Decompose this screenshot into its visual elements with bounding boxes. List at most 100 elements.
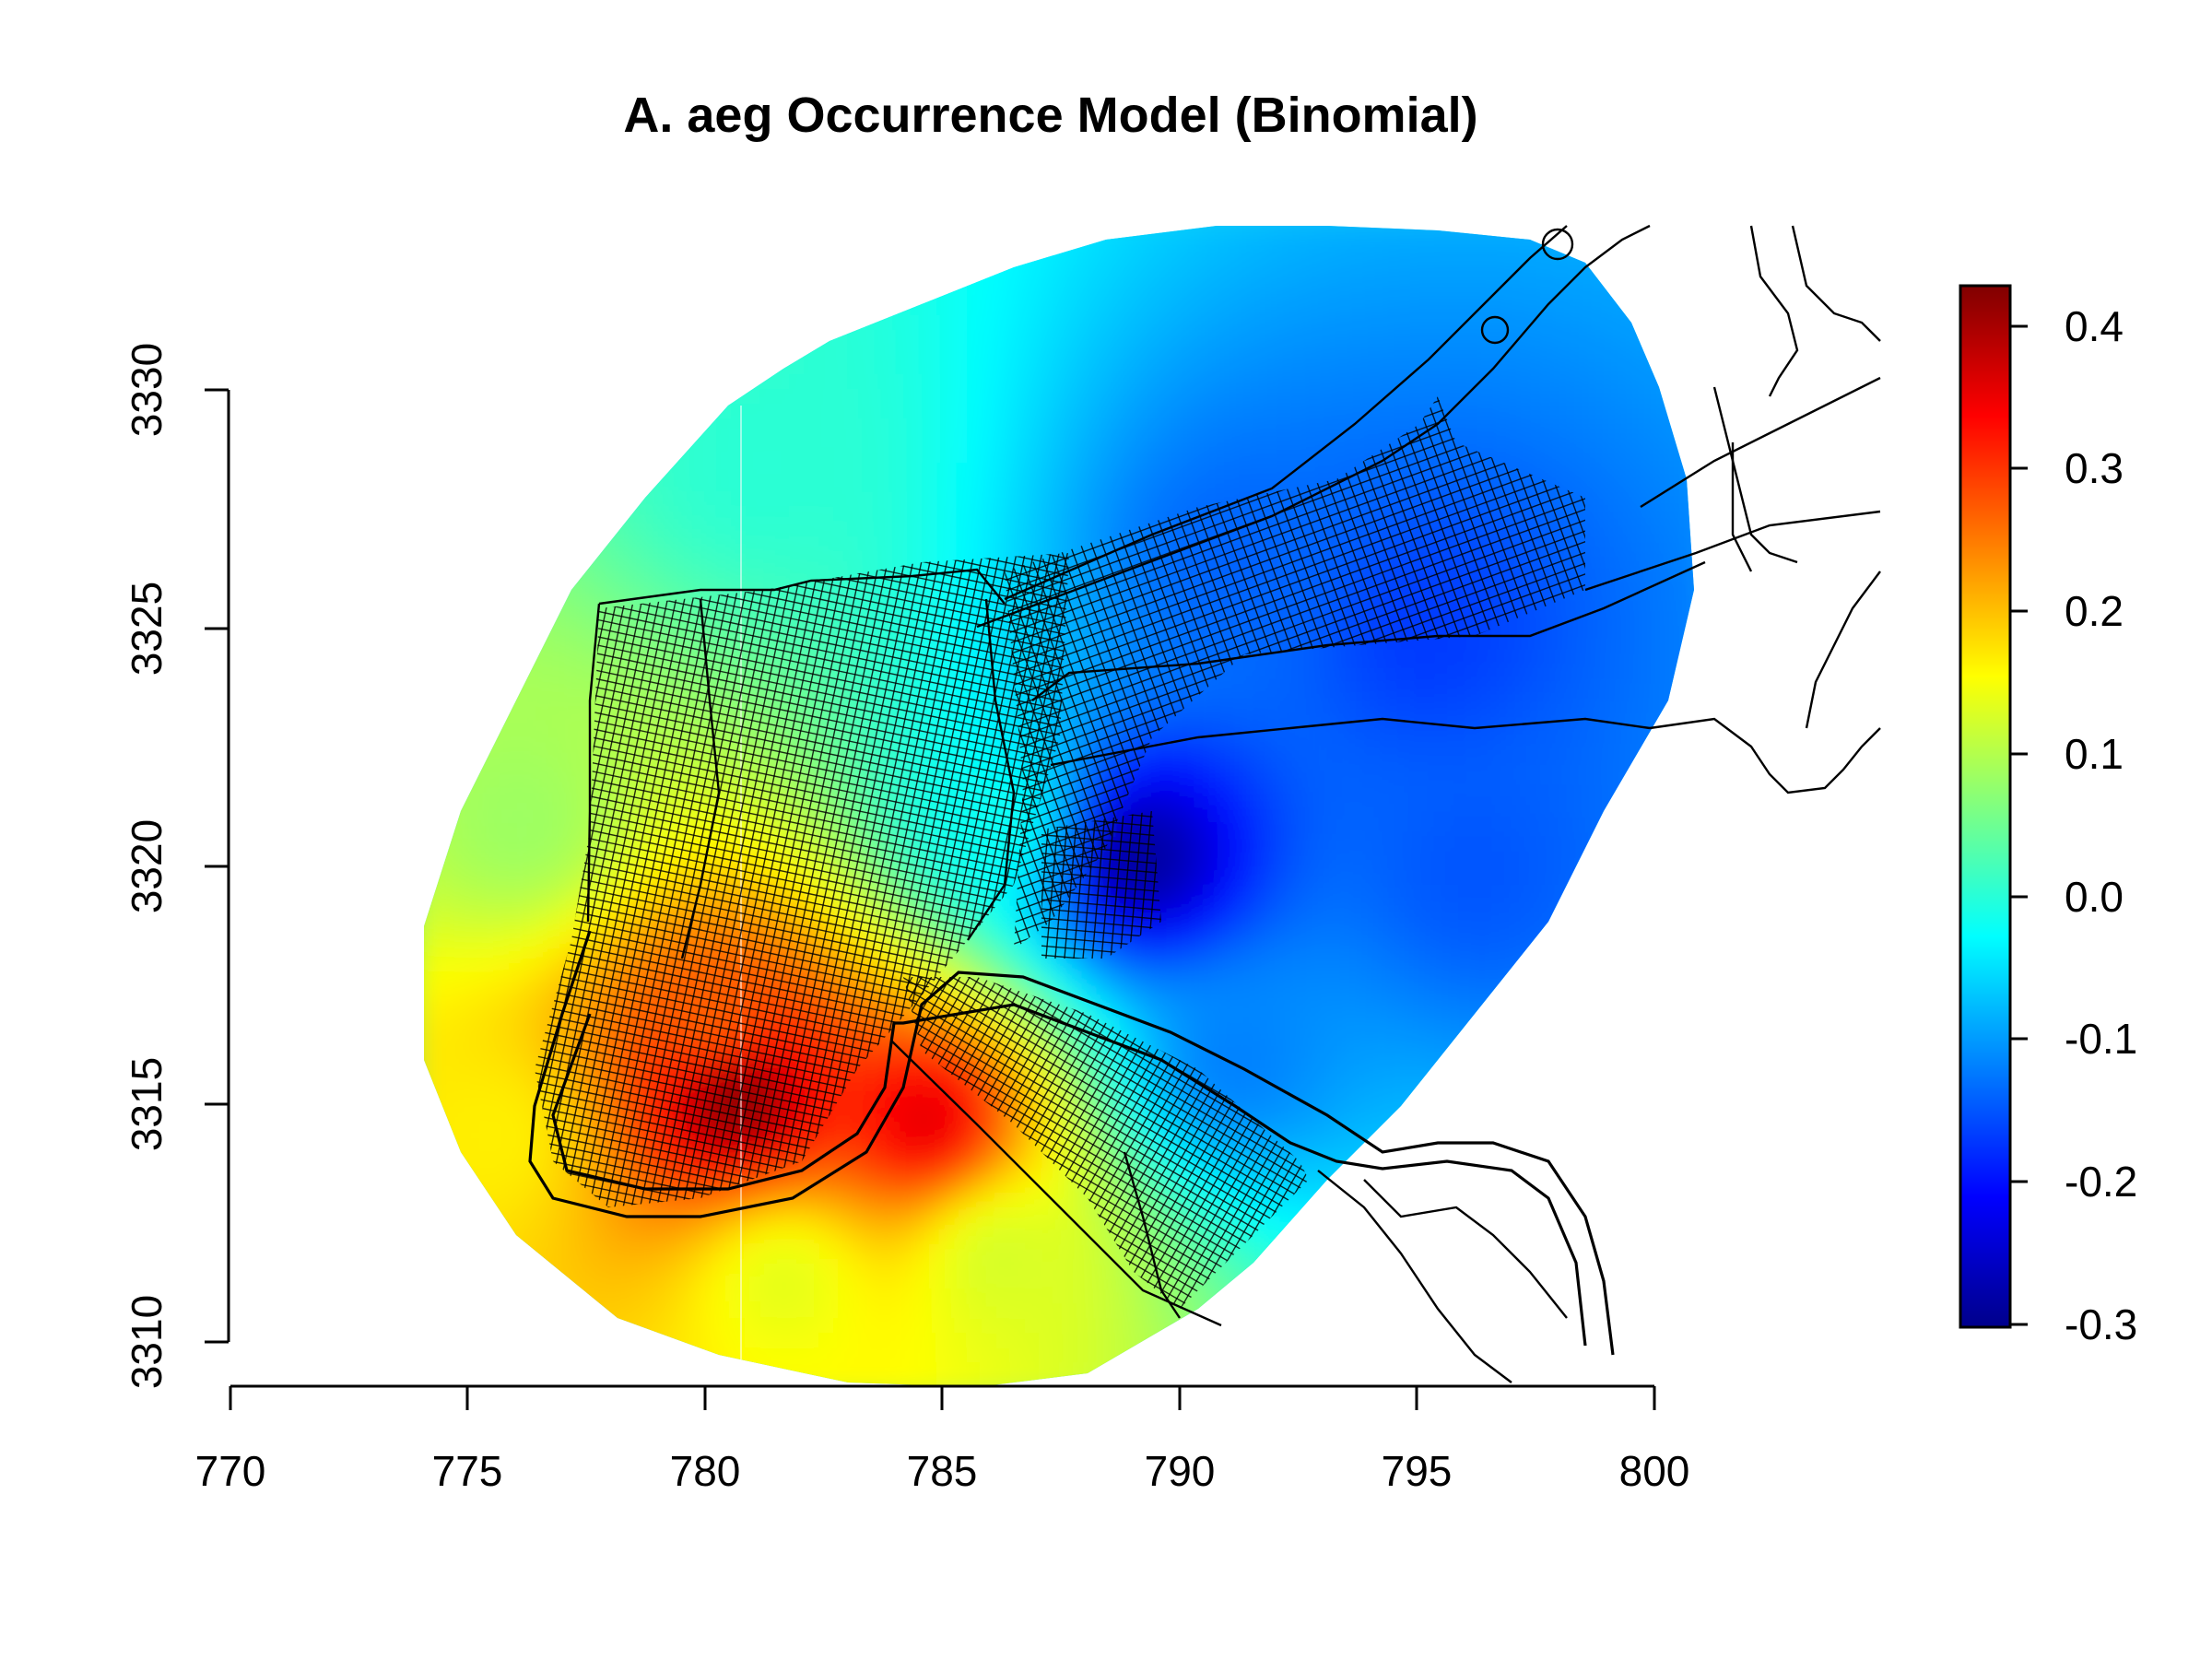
surface-cell [1128,1318,1144,1334]
surface-cell [509,226,524,228]
surface-cell [568,669,583,685]
surface-cell [1113,433,1129,449]
surface-cell [450,1318,465,1334]
surface-cell [951,551,967,567]
surface-cell [833,507,849,523]
surface-cell [509,1230,524,1245]
surface-cell [450,625,465,641]
surface-cell [995,330,1011,346]
surface-cell [848,227,864,242]
surface-cell [1128,374,1144,390]
surface-cell [1217,994,1232,1009]
surface-cell [966,935,982,950]
surface-cell [1202,905,1218,921]
surface-cell [789,418,805,434]
surface-cell [479,1215,495,1230]
surface-cell [1025,256,1041,272]
surface-cell [524,536,539,552]
surface-cell [435,581,451,596]
surface-cell [1231,404,1247,419]
surface-cell [582,1347,598,1363]
surface-cell [656,536,672,552]
surface-cell [1217,861,1232,877]
surface-cell [1276,404,1291,419]
surface-cell [848,787,864,803]
surface-cell [715,359,731,375]
surface-cell [1217,890,1232,906]
surface-cell [1305,699,1321,714]
surface-cell [789,1259,805,1275]
surface-cell [582,1362,598,1378]
surface-cell [789,315,805,331]
surface-cell [877,300,893,316]
surface-cell [538,1362,554,1378]
surface-cell [494,433,510,449]
surface-cell [892,330,908,346]
surface-cell [730,448,746,464]
surface-cell [509,418,524,434]
surface-cell [759,241,775,257]
surface-cell [1069,1230,1085,1245]
surface-cell [641,463,657,478]
surface-cell [1187,271,1203,287]
surface-cell [406,802,421,818]
surface-cell [465,949,480,965]
surface-cell [995,226,1011,228]
surface-cell [686,1230,701,1245]
surface-cell [833,861,849,877]
surface-cell [863,359,878,375]
surface-cell [1261,448,1277,464]
surface-cell [479,1141,495,1157]
surface-cell [1231,241,1247,257]
surface-cell [877,463,893,478]
surface-cell [524,1008,539,1024]
surface-cell [686,271,701,287]
surface-cell [450,935,465,950]
surface-cell [804,315,819,331]
surface-cell [479,1318,495,1334]
surface-cell [833,1171,849,1186]
surface-cell [789,1171,805,1186]
surface-cell [995,1141,1011,1157]
surface-cell [1172,492,1188,508]
surface-cell [641,226,657,228]
surface-cell [848,1259,864,1275]
surface-cell [951,300,967,316]
surface-cell [538,315,554,331]
surface-cell [1054,271,1070,287]
surface-cell [745,448,760,464]
surface-cell [424,241,436,257]
surface-cell [1069,389,1085,405]
surface-cell [715,271,731,287]
surface-cell [424,374,436,390]
surface-cell [435,905,451,921]
surface-cell [465,330,480,346]
surface-cell [494,772,510,788]
surface-cell [715,654,731,670]
surface-cell [1113,404,1129,419]
surface-cell [1172,831,1188,847]
surface-cell [1187,300,1203,316]
surface-cell [1231,300,1247,316]
surface-cell [424,1303,436,1319]
surface-cell [1217,256,1232,272]
surface-cell [877,1347,893,1363]
surface-cell [848,1185,864,1201]
surface-cell [509,241,524,257]
surface-cell [1128,787,1144,803]
surface-cell [450,920,465,935]
surface-cell [833,1185,849,1201]
surface-cell [553,463,569,478]
surface-cell [700,581,716,596]
surface-cell [1040,1156,1055,1171]
surface-cell [424,522,436,537]
surface-cell [509,817,524,832]
surface-cell [818,846,834,862]
surface-cell [1246,964,1262,980]
surface-cell [745,595,760,611]
surface-cell [877,404,893,419]
surface-cell [818,448,834,464]
surface-cell [1246,905,1262,921]
surface-cell [1276,935,1291,950]
surface-cell [1010,1215,1026,1230]
